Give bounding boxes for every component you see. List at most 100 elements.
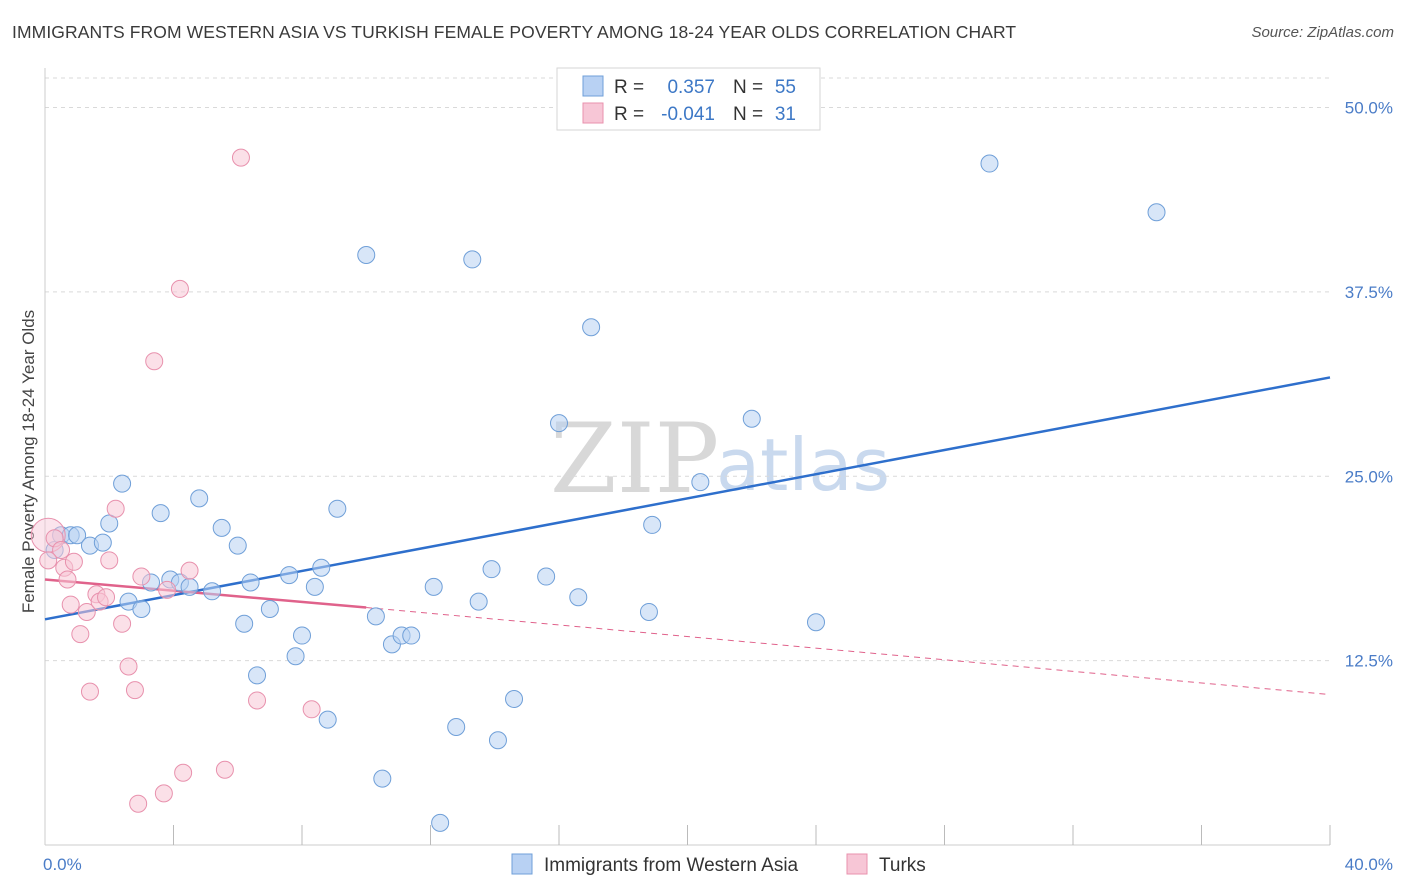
data-point <box>180 577 199 596</box>
data-point <box>260 600 279 618</box>
data-point <box>318 710 337 729</box>
data-point <box>293 626 311 645</box>
data-point <box>203 582 222 601</box>
data-point <box>64 552 83 571</box>
data-point <box>119 657 138 676</box>
legend-n-label: N = <box>733 104 763 125</box>
data-point <box>174 763 193 782</box>
data-point <box>231 148 250 167</box>
bottom-legend-swatch <box>846 853 868 875</box>
y-tick-label: 25.0% <box>1345 467 1393 486</box>
legend-r-value: 0.357 <box>667 77 715 98</box>
data-point <box>463 250 482 269</box>
legend-r-value: -0.041 <box>661 104 715 125</box>
data-point <box>505 689 524 708</box>
legend-n-value: 31 <box>775 104 796 125</box>
y-tick-label: 12.5% <box>1345 652 1393 671</box>
data-point <box>113 474 132 493</box>
data-point <box>58 570 77 589</box>
data-point <box>691 473 710 492</box>
data-point <box>93 533 112 552</box>
data-point <box>305 577 324 596</box>
data-point <box>61 595 80 614</box>
data-point <box>113 614 132 633</box>
data-point <box>77 602 96 621</box>
data-point <box>582 318 601 337</box>
data-point <box>488 731 507 750</box>
source-credit: Source: ZipAtlas.com <box>1251 24 1394 41</box>
data-point <box>742 409 761 428</box>
data-point <box>569 588 588 607</box>
data-point <box>807 613 825 632</box>
data-point <box>980 154 999 173</box>
data-point <box>286 647 305 666</box>
legend-r-label: R = <box>614 77 644 98</box>
data-points <box>30 148 1166 832</box>
chart-title: IMMIGRANTS FROM WESTERN ASIA VS TURKISH … <box>12 22 1017 42</box>
data-point <box>215 760 234 779</box>
data-point <box>129 794 148 813</box>
data-point <box>248 666 267 685</box>
data-point <box>190 489 209 508</box>
bottom-legend: Immigrants from Western Asia Turks <box>511 853 926 876</box>
legend-swatch <box>582 75 604 97</box>
trendline <box>366 607 1331 696</box>
data-point <box>537 567 556 586</box>
data-point <box>97 588 116 607</box>
data-point <box>68 526 87 545</box>
legend: R = 0.357 N = 55 R = -0.041 N = 31 <box>556 67 821 131</box>
data-point <box>212 518 231 537</box>
data-point <box>639 602 658 621</box>
trendline <box>44 376 1331 621</box>
data-point <box>312 558 331 577</box>
axes: 12.5% 25.0% 37.5% 50.0% 0.0% 40.0% Female Pove… <box>19 68 1393 874</box>
data-point <box>357 246 376 264</box>
y-axis-label: Female Poverty Among 18-24 Year Olds <box>19 310 38 613</box>
data-point <box>241 573 260 592</box>
legend-r-label: R = <box>614 104 644 125</box>
data-point <box>280 566 299 585</box>
data-point <box>125 681 144 700</box>
data-point <box>151 504 170 523</box>
legend-n-value: 55 <box>775 77 796 98</box>
data-point <box>106 499 125 518</box>
bottom-legend-swatch <box>511 853 533 875</box>
data-point <box>228 536 247 555</box>
data-point <box>154 784 173 803</box>
data-point <box>248 691 267 710</box>
data-point <box>550 414 568 433</box>
data-point <box>469 592 488 611</box>
data-point <box>158 580 177 599</box>
data-point <box>447 718 466 736</box>
data-point <box>100 551 119 570</box>
data-point <box>431 813 450 832</box>
data-point <box>132 600 151 618</box>
data-point <box>132 567 151 586</box>
data-point <box>52 541 71 559</box>
data-point <box>39 551 58 570</box>
bottom-legend-label: Turks <box>879 855 926 876</box>
data-point <box>235 614 254 633</box>
data-point <box>1147 203 1166 222</box>
data-point <box>302 700 321 719</box>
bottom-legend-label: Immigrants from Western Asia <box>544 855 799 876</box>
y-tick-label: 50.0% <box>1345 99 1393 118</box>
watermark-zip: ZIP <box>550 403 719 515</box>
x-tick-label: 40.0% <box>1345 855 1393 874</box>
watermark: ZIP atlas <box>550 403 890 515</box>
legend-swatch <box>582 102 604 124</box>
legend-n-label: N = <box>733 77 763 98</box>
data-point <box>145 352 164 371</box>
data-point <box>373 769 392 788</box>
data-point <box>80 682 99 701</box>
y-tick-label: 37.5% <box>1345 283 1393 302</box>
x-tick-label: 0.0% <box>43 855 82 874</box>
data-point <box>71 625 90 644</box>
data-point <box>366 607 385 626</box>
data-point <box>402 626 421 645</box>
data-point <box>328 499 347 518</box>
data-point <box>424 577 443 596</box>
data-point <box>482 560 501 579</box>
data-point <box>180 561 199 580</box>
